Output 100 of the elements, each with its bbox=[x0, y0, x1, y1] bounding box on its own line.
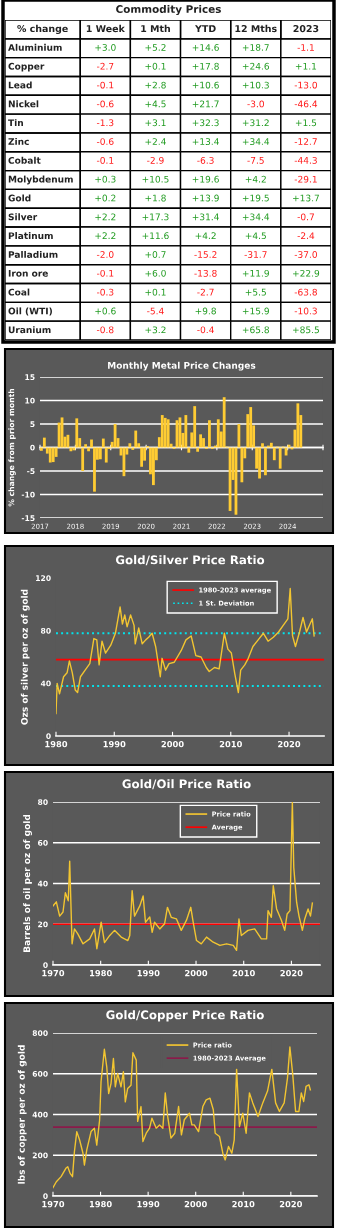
data-label: +18.7 bbox=[242, 44, 269, 51]
bar bbox=[75, 418, 79, 448]
y-tick-label: Tin bbox=[8, 119, 23, 127]
bar bbox=[140, 447, 144, 467]
chart-title: Commodity Prices bbox=[116, 4, 221, 16]
y-tick-label: Zinc bbox=[8, 137, 29, 145]
y-axis-title: % change bbox=[17, 24, 68, 35]
bar bbox=[240, 447, 244, 483]
data-label: +13.7 bbox=[293, 194, 319, 202]
bar bbox=[222, 397, 226, 448]
bar bbox=[152, 447, 155, 486]
data-label: +4.5 bbox=[245, 232, 266, 240]
chart-title: Gold/Silver Price Ratio bbox=[115, 555, 265, 566]
data-label: +0.7 bbox=[145, 251, 166, 258]
data-label: -15.2 bbox=[194, 251, 217, 258]
data-label: +31.2 bbox=[242, 119, 269, 127]
y-tick-label: Palladium bbox=[8, 250, 58, 258]
data-label: -63.8 bbox=[294, 288, 317, 296]
data-label: +5.2 bbox=[145, 44, 166, 51]
data-label: +1.5 bbox=[295, 119, 317, 127]
line-series bbox=[53, 1046, 312, 1189]
chart-title: Gold/Copper Price Ratio bbox=[106, 1010, 264, 1022]
data-label: -31.7 bbox=[244, 251, 267, 258]
data-label: -7.5 bbox=[247, 157, 264, 164]
bar bbox=[216, 419, 220, 448]
x-tick-label: 2000 bbox=[184, 1201, 207, 1208]
data-label: -0.8 bbox=[96, 326, 114, 334]
y-axis-title: Barrels of oil per oz of gold bbox=[23, 814, 32, 953]
data-label: -2.4 bbox=[297, 232, 315, 239]
y-tick-label: Copper bbox=[8, 62, 45, 72]
y-axis-title: lbs of copper per oz of gold bbox=[17, 1045, 27, 1184]
data-label: +4.2 bbox=[245, 175, 266, 183]
data-label: -0.1 bbox=[96, 156, 114, 164]
data-label: +11.9 bbox=[242, 269, 269, 277]
y-tick-label: Nickel bbox=[8, 100, 39, 108]
bar bbox=[264, 447, 267, 476]
data-label: +5.5 bbox=[245, 288, 266, 296]
bar bbox=[208, 420, 211, 448]
data-label: +0.1 bbox=[145, 62, 166, 70]
data-label: +11.6 bbox=[142, 232, 169, 240]
bar bbox=[272, 447, 276, 461]
bar bbox=[202, 438, 205, 448]
data-label: +9.8 bbox=[195, 307, 216, 315]
data-label: +13.4 bbox=[192, 138, 219, 145]
x-tick-label: 2020 bbox=[279, 1201, 303, 1208]
x-tick-label: 1980 bbox=[90, 970, 112, 977]
bar bbox=[51, 447, 55, 463]
x-tick-label: 1970 bbox=[42, 1201, 65, 1208]
data-label: +10.5 bbox=[142, 175, 169, 183]
data-label: +4.2 bbox=[195, 232, 216, 239]
data-label: -0.1 bbox=[96, 81, 114, 89]
bar bbox=[104, 447, 108, 463]
data-label: +3.2 bbox=[145, 326, 166, 334]
bar bbox=[98, 447, 102, 460]
bar bbox=[84, 444, 88, 448]
y-tick-label: Coal bbox=[8, 288, 30, 296]
x-tick-label: 2020 bbox=[278, 741, 301, 748]
data-label: -2.0 bbox=[96, 251, 114, 258]
bar bbox=[199, 434, 202, 448]
data-label: -3.0 bbox=[247, 100, 264, 108]
data-label: +10.3 bbox=[242, 81, 269, 89]
data-label: +15.9 bbox=[242, 307, 269, 315]
data-label: +17.3 bbox=[142, 213, 169, 221]
data-label: +34.4 bbox=[242, 138, 270, 145]
data-label: +2.8 bbox=[145, 81, 166, 89]
bar bbox=[278, 447, 282, 469]
bar bbox=[166, 419, 170, 448]
data-label: -1.1 bbox=[297, 44, 314, 51]
y-tick-label: Uranium bbox=[8, 326, 51, 334]
y-tick-label: Gold bbox=[8, 194, 31, 202]
y-tick-label: Oil (WTI) bbox=[8, 307, 52, 316]
x-tick-label: 1980 bbox=[45, 741, 68, 748]
data-label: -10.3 bbox=[294, 307, 317, 315]
data-label: -12.7 bbox=[294, 138, 317, 145]
x-tick-label: 1990 bbox=[137, 970, 160, 977]
data-label: +1.8 bbox=[145, 194, 166, 202]
x-tick-label: 1970 bbox=[42, 970, 65, 977]
bar bbox=[249, 407, 253, 448]
data-label: +22.9 bbox=[293, 269, 320, 277]
data-label: +32.3 bbox=[192, 119, 219, 127]
bar bbox=[184, 415, 188, 448]
x-tick-label: 2010 bbox=[219, 741, 242, 748]
x-tick-label: 1990 bbox=[103, 741, 126, 748]
x-tick-label: 12 Mths bbox=[235, 24, 277, 33]
bar bbox=[193, 406, 197, 448]
y-tick-label: Aluminium bbox=[8, 43, 62, 51]
data-label: -0.3 bbox=[96, 288, 114, 296]
data-label: +6.0 bbox=[145, 269, 166, 277]
data-label: -37.0 bbox=[294, 251, 317, 258]
data-label: +34.4 bbox=[242, 213, 270, 221]
bar bbox=[258, 447, 261, 479]
bar bbox=[187, 447, 191, 453]
line-series bbox=[53, 802, 314, 952]
data-label: +21.7 bbox=[192, 100, 219, 108]
data-label: +3.0 bbox=[95, 44, 116, 51]
data-label: +19.5 bbox=[242, 194, 269, 202]
data-label: +2.2 bbox=[95, 213, 116, 221]
data-label: -13.0 bbox=[294, 81, 317, 89]
y-tick-label: Iron ore bbox=[8, 270, 48, 277]
data-label: +2.2 bbox=[95, 232, 116, 239]
